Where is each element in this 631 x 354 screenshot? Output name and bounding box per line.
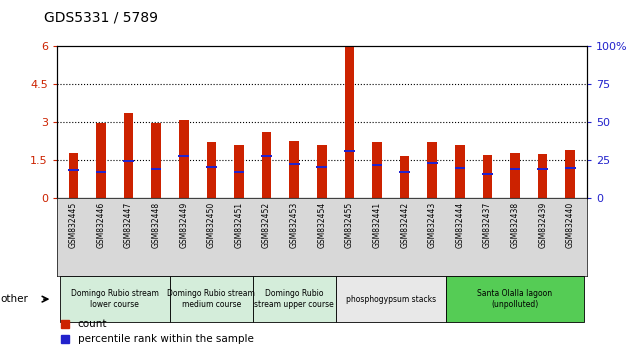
Bar xyxy=(69,153,78,198)
Bar xyxy=(68,169,79,171)
Bar xyxy=(261,155,272,158)
Text: GSM832447: GSM832447 xyxy=(124,202,133,249)
Bar xyxy=(372,164,382,166)
FancyBboxPatch shape xyxy=(170,276,253,322)
Text: GSM832446: GSM832446 xyxy=(97,202,105,249)
Bar xyxy=(290,141,299,198)
Text: GSM832439: GSM832439 xyxy=(538,202,547,249)
Bar xyxy=(400,156,410,198)
Bar xyxy=(123,160,134,162)
FancyBboxPatch shape xyxy=(59,276,170,322)
Text: Domingo Rubio stream
lower course: Domingo Rubio stream lower course xyxy=(71,290,159,309)
Text: GSM832440: GSM832440 xyxy=(566,202,575,249)
Bar xyxy=(179,120,189,198)
Bar xyxy=(427,162,437,164)
Bar xyxy=(427,142,437,198)
Legend: count, percentile rank within the sample: count, percentile rank within the sample xyxy=(57,315,257,349)
Bar xyxy=(345,46,354,198)
Bar xyxy=(96,124,106,198)
Bar xyxy=(344,150,355,152)
Text: GSM832441: GSM832441 xyxy=(372,202,382,248)
Bar xyxy=(482,173,493,175)
Bar xyxy=(151,124,161,198)
Text: Domingo Rubio
stream upper course: Domingo Rubio stream upper course xyxy=(254,290,334,309)
Bar xyxy=(455,145,464,198)
Text: GSM832449: GSM832449 xyxy=(179,202,188,249)
Text: GSM832453: GSM832453 xyxy=(290,202,298,249)
Bar xyxy=(510,168,521,170)
Text: GSM832442: GSM832442 xyxy=(400,202,409,248)
Bar xyxy=(538,168,548,170)
FancyBboxPatch shape xyxy=(336,276,446,322)
Text: other: other xyxy=(0,294,28,304)
Text: GSM832452: GSM832452 xyxy=(262,202,271,248)
Bar xyxy=(399,171,410,173)
Bar xyxy=(317,145,327,198)
Bar xyxy=(510,153,520,198)
Text: GSM832448: GSM832448 xyxy=(151,202,161,248)
Bar xyxy=(124,113,133,198)
Bar xyxy=(565,150,575,198)
Text: GSM832437: GSM832437 xyxy=(483,202,492,249)
Bar xyxy=(206,142,216,198)
Bar xyxy=(483,155,492,198)
Text: Domingo Rubio stream
medium course: Domingo Rubio stream medium course xyxy=(167,290,256,309)
Text: GSM832455: GSM832455 xyxy=(345,202,354,249)
Bar xyxy=(179,155,189,158)
Bar xyxy=(151,168,162,170)
Text: GSM832438: GSM832438 xyxy=(510,202,519,248)
Bar xyxy=(538,154,548,198)
Text: GSM832445: GSM832445 xyxy=(69,202,78,249)
Text: GSM832454: GSM832454 xyxy=(317,202,326,249)
Text: GSM832444: GSM832444 xyxy=(456,202,464,249)
Text: GSM832451: GSM832451 xyxy=(235,202,244,248)
Bar xyxy=(289,163,300,165)
Bar xyxy=(454,167,465,169)
Bar xyxy=(206,166,216,167)
Bar xyxy=(317,166,327,167)
FancyBboxPatch shape xyxy=(253,276,336,322)
Text: GSM832443: GSM832443 xyxy=(428,202,437,249)
Bar xyxy=(96,171,106,173)
Bar xyxy=(234,145,244,198)
Text: phosphogypsum stacks: phosphogypsum stacks xyxy=(346,295,436,304)
Text: GDS5331 / 5789: GDS5331 / 5789 xyxy=(44,11,158,25)
FancyBboxPatch shape xyxy=(446,276,584,322)
Bar xyxy=(262,132,271,198)
Bar xyxy=(233,171,244,173)
Text: GSM832450: GSM832450 xyxy=(207,202,216,249)
Text: Santa Olalla lagoon
(unpolluted): Santa Olalla lagoon (unpolluted) xyxy=(478,290,553,309)
Bar xyxy=(372,142,382,198)
Bar xyxy=(565,167,575,169)
